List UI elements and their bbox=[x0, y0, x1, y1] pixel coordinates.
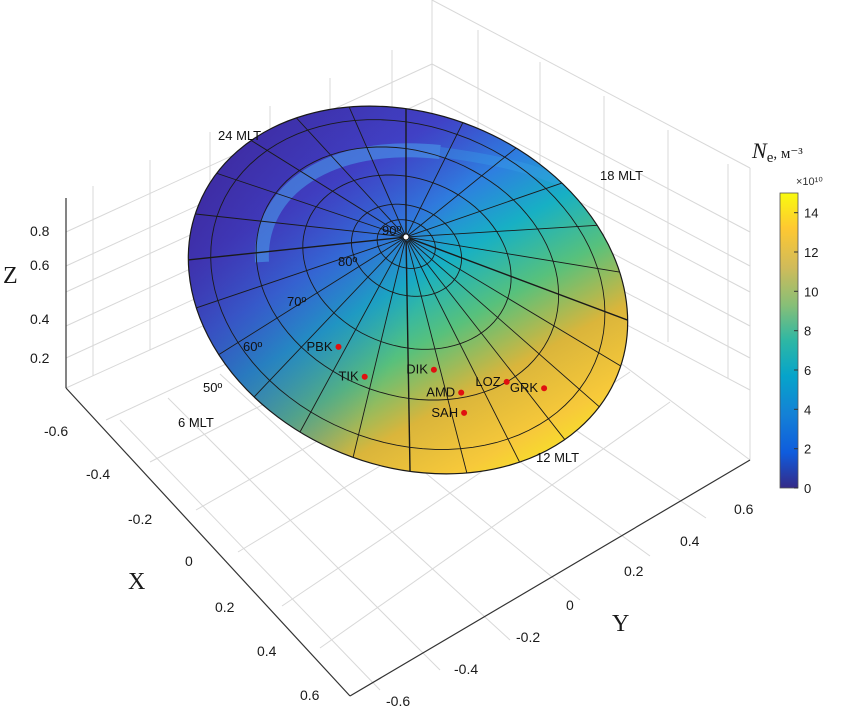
z-tick-label: 0.4 bbox=[30, 311, 50, 327]
station-label-tik: TIK bbox=[338, 369, 359, 384]
mlt-label-6: 6 MLT bbox=[178, 415, 214, 430]
colorbar-tick-label: 6 bbox=[804, 363, 811, 378]
colorbar-ticks: 0 2 4 6 8 10 12 14 bbox=[794, 206, 818, 496]
x-tick-label: 0.2 bbox=[215, 599, 235, 615]
z-tick-label: 0.2 bbox=[30, 350, 50, 366]
y-tick-label: 0.4 bbox=[680, 533, 700, 549]
meridian-line bbox=[408, 181, 566, 237]
meridian-line bbox=[297, 239, 405, 437]
colorbar-tick-label: 4 bbox=[804, 402, 811, 417]
meridian-line bbox=[408, 224, 602, 238]
z-axis-label: Z bbox=[3, 263, 18, 289]
mlt-label-12: 12 MLT bbox=[536, 450, 579, 465]
meridian-line bbox=[406, 240, 469, 478]
colorbar: Ne, м⁻³ ×10¹⁰ 0 2 4 6 8 10 12 14 bbox=[751, 138, 823, 496]
colorbar-tick-label: 0 bbox=[804, 481, 811, 496]
station-label-sah: SAH bbox=[431, 405, 458, 420]
x-tick-label: 0.4 bbox=[257, 643, 277, 659]
y-tick-label: 0 bbox=[566, 597, 574, 613]
meridian-line bbox=[212, 171, 404, 237]
mlt-labels: 24 MLT 18 MLT 12 MLT 6 MLT bbox=[178, 128, 643, 465]
meridian-line bbox=[407, 240, 523, 467]
station-marker-grk bbox=[541, 385, 548, 392]
station-label-dik: DIK bbox=[406, 362, 428, 377]
mlt-label-24: 24 MLT bbox=[218, 128, 261, 143]
y-axis-label: Y bbox=[612, 611, 629, 637]
meridian-line bbox=[183, 236, 403, 262]
meridian-line bbox=[247, 138, 404, 236]
axes-edges bbox=[65, 198, 751, 697]
pole-marker bbox=[402, 233, 410, 241]
meridian-line bbox=[250, 239, 404, 401]
meridian-line bbox=[408, 239, 604, 411]
z-tick-label: 0.8 bbox=[30, 223, 50, 239]
meridian-line bbox=[190, 213, 403, 238]
station-marker-tik bbox=[361, 373, 368, 380]
x-tick-label: 0 bbox=[185, 553, 193, 569]
latitude-labels: 50º 60º 70º 80º 90º bbox=[203, 223, 401, 395]
x-tick-label: -0.4 bbox=[86, 466, 110, 482]
meridian-line bbox=[409, 237, 633, 323]
meridian-line bbox=[351, 240, 406, 463]
station-label-pbk: PBK bbox=[306, 339, 332, 354]
meridian-line bbox=[409, 237, 625, 274]
station-marker-sah bbox=[461, 409, 468, 416]
x-tick-label: 0.6 bbox=[300, 687, 320, 703]
station-label-amd: AMD bbox=[426, 385, 455, 400]
y-tick-label: -0.4 bbox=[454, 661, 478, 677]
mlt-label-18: 18 MLT bbox=[600, 168, 643, 183]
lat-label-90: 90º bbox=[382, 223, 401, 238]
x-axis-label: X bbox=[128, 569, 145, 595]
meridian-line bbox=[406, 120, 465, 236]
x-tick-label: -0.2 bbox=[128, 511, 152, 527]
stations: PBK TIK DIK AMD SAH LOZ GRK bbox=[306, 339, 548, 420]
station-marker-pbk bbox=[335, 343, 342, 350]
meridian-line bbox=[214, 238, 404, 358]
colorbar-tick-label: 10 bbox=[804, 284, 818, 299]
polar-cap-surface bbox=[150, 90, 670, 510]
meridian-line bbox=[408, 239, 569, 444]
meridian-line bbox=[191, 237, 403, 310]
z-tick-label: 0.6 bbox=[30, 257, 50, 273]
lat-label-50: 50º bbox=[203, 380, 222, 395]
x-axis: -0.6 -0.4 -0.2 0 0.2 0.4 0.6 X bbox=[44, 423, 320, 703]
colorbar-tick-label: 14 bbox=[804, 206, 818, 221]
meridian-line bbox=[293, 115, 405, 236]
colorbar-scale: ×10¹⁰ bbox=[796, 176, 823, 188]
y-tick-label: 0.2 bbox=[624, 563, 644, 579]
meridian-line bbox=[407, 145, 519, 236]
x-tick-label: -0.6 bbox=[44, 423, 68, 439]
meridian-line bbox=[347, 104, 406, 236]
y-tick-label: -0.2 bbox=[516, 629, 540, 645]
station-marker-loz bbox=[503, 378, 510, 385]
colorbar-tick-label: 2 bbox=[804, 442, 811, 457]
colorbar-bar bbox=[779, 192, 799, 489]
meridian-line bbox=[405, 240, 411, 477]
colorbar-tick-label: 8 bbox=[804, 324, 811, 339]
station-label-grk: GRK bbox=[510, 380, 539, 395]
lat-label-60: 60º bbox=[243, 339, 262, 354]
y-tick-label: -0.6 bbox=[386, 693, 410, 709]
colorbar-title: Ne, м⁻³ bbox=[751, 138, 803, 166]
meridian-line bbox=[409, 238, 626, 369]
y-axis: -0.6 -0.4 -0.2 0 0.2 0.4 0.6 Y bbox=[386, 501, 754, 709]
y-tick-label: 0.6 bbox=[734, 501, 754, 517]
station-marker-amd bbox=[458, 389, 465, 396]
z-axis: 0.8 0.6 0.4 0.2 Z bbox=[3, 223, 50, 366]
lat-label-70: 70º bbox=[287, 294, 306, 309]
lat-label-80: 80º bbox=[338, 254, 357, 269]
colorbar-tick-label: 12 bbox=[804, 245, 818, 260]
station-label-loz: LOZ bbox=[475, 374, 500, 389]
station-marker-dik bbox=[430, 366, 437, 373]
